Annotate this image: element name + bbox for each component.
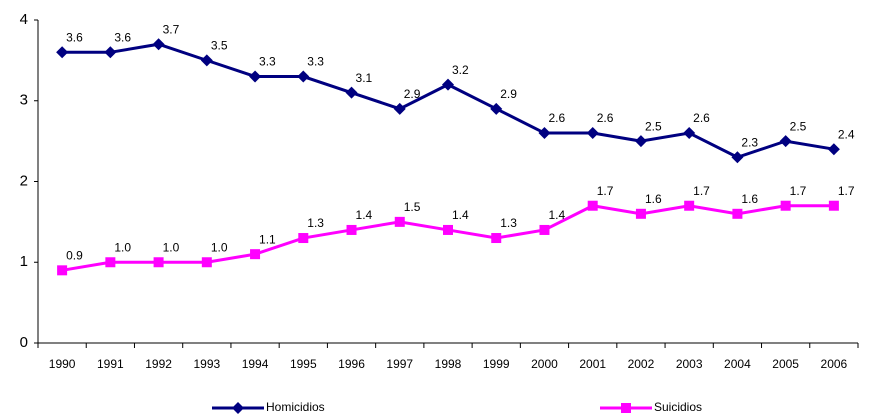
data-point <box>57 265 68 276</box>
x-tick-label: 1991 <box>97 357 124 371</box>
data-point <box>105 257 116 268</box>
x-tick-label: 1995 <box>290 357 317 371</box>
series-line <box>62 42 835 159</box>
data-label: 1.0 <box>114 240 131 254</box>
y-tick-label: 1 <box>20 253 28 270</box>
data-label: 2.6 <box>693 111 710 125</box>
x-tick-label: 2002 <box>628 357 655 371</box>
data-point <box>490 102 503 115</box>
data-point <box>346 224 357 235</box>
data-label: 3.6 <box>114 30 131 44</box>
data-point <box>104 46 117 59</box>
data-label: 1.0 <box>163 240 180 254</box>
data-point <box>249 70 262 83</box>
data-point <box>634 135 647 148</box>
y-tick-label: 0 <box>20 334 28 351</box>
legend-marker <box>621 403 631 413</box>
data-label: 1.0 <box>211 240 228 254</box>
y-tick-label: 2 <box>20 172 28 189</box>
x-tick-label: 1990 <box>49 357 76 371</box>
data-point <box>297 70 310 83</box>
data-point <box>779 135 792 148</box>
data-point <box>442 78 454 91</box>
x-tick-label: 2003 <box>676 357 703 371</box>
data-point <box>586 127 599 140</box>
data-label: 1.7 <box>693 184 710 198</box>
data-point <box>780 200 791 211</box>
data-label: 2.5 <box>645 119 662 133</box>
data-label: 1.7 <box>597 184 614 198</box>
data-label: 2.3 <box>741 135 758 149</box>
x-tick-label: 1998 <box>435 357 462 371</box>
data-point <box>153 257 164 268</box>
data-point <box>731 151 744 164</box>
data-label: 1.1 <box>259 232 276 246</box>
data-point <box>587 200 598 211</box>
data-label: 2.5 <box>790 119 807 133</box>
x-tick-label: 2001 <box>579 357 606 371</box>
data-point <box>200 54 213 67</box>
data-label: 2.9 <box>500 87 517 101</box>
data-point <box>201 257 212 268</box>
data-point <box>394 216 405 227</box>
data-point <box>684 200 695 211</box>
legend-marker <box>232 402 244 414</box>
x-tick-label: 1996 <box>338 357 365 371</box>
data-label: 1.5 <box>404 200 421 214</box>
x-tick-label: 1992 <box>145 357 172 371</box>
x-tick-label: 2004 <box>724 357 751 371</box>
data-label: 3.6 <box>66 30 83 44</box>
data-label: 3.5 <box>211 39 228 53</box>
x-tick-label: 2005 <box>772 357 799 371</box>
x-tick-label: 2000 <box>531 357 558 371</box>
data-point <box>539 224 550 235</box>
x-tick-label: 2006 <box>821 357 848 371</box>
data-label: 1.4 <box>356 208 373 222</box>
data-point <box>827 143 840 156</box>
data-label: 1.6 <box>645 192 662 206</box>
data-point <box>393 102 406 115</box>
data-label: 1.7 <box>838 184 855 198</box>
data-label: 2.6 <box>548 111 565 125</box>
x-tick-label: 1997 <box>386 357 413 371</box>
data-label: 2.6 <box>597 111 614 125</box>
data-point <box>491 233 502 244</box>
data-label: 3.7 <box>163 22 180 36</box>
data-label: 3.3 <box>307 55 324 69</box>
data-label: 1.4 <box>548 208 565 222</box>
data-label: 3.3 <box>259 55 276 69</box>
data-label: 1.6 <box>741 192 758 206</box>
data-label: 3.2 <box>452 63 469 77</box>
data-point <box>635 208 646 219</box>
data-label: 1.7 <box>790 184 807 198</box>
data-point <box>732 208 743 219</box>
data-point <box>683 127 696 140</box>
x-tick-label: 1999 <box>483 357 510 371</box>
x-tick-label: 1993 <box>193 357 220 371</box>
data-point <box>345 86 358 99</box>
y-tick-label: 4 <box>20 11 28 28</box>
data-point <box>298 233 309 244</box>
data-point <box>443 224 453 235</box>
data-label: 1.3 <box>307 216 324 230</box>
data-label: 0.9 <box>66 248 83 262</box>
data-point <box>538 127 551 140</box>
data-label: 3.1 <box>356 71 373 85</box>
data-label: 1.4 <box>452 208 469 222</box>
data-point <box>152 38 165 51</box>
data-label: 1.3 <box>500 216 517 230</box>
data-label: 2.4 <box>838 127 855 141</box>
legend-label: Suicidios <box>654 400 702 414</box>
x-tick-label: 1994 <box>242 357 269 371</box>
data-label: 2.9 <box>404 87 421 101</box>
data-point <box>828 200 839 211</box>
legend-label: Homicidios <box>266 400 325 414</box>
data-point <box>56 46 69 59</box>
series-line <box>61 204 834 272</box>
y-tick-label: 3 <box>20 92 28 109</box>
data-point <box>250 249 261 260</box>
